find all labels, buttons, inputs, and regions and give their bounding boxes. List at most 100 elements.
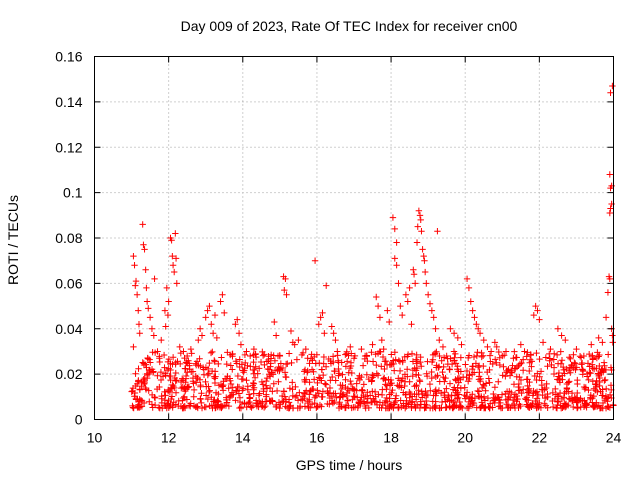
data-point bbox=[211, 357, 218, 364]
data-point bbox=[265, 371, 273, 378]
data-point bbox=[206, 387, 213, 394]
data-point bbox=[189, 378, 197, 385]
data-point bbox=[452, 350, 459, 358]
data-point bbox=[167, 395, 175, 403]
data-point bbox=[504, 396, 512, 403]
data-point bbox=[205, 388, 213, 396]
data-point bbox=[590, 403, 597, 410]
data-point bbox=[301, 389, 309, 397]
data-point bbox=[241, 351, 249, 359]
data-point bbox=[402, 404, 409, 412]
data-point bbox=[146, 398, 153, 405]
data-point bbox=[343, 358, 351, 365]
data-point bbox=[457, 385, 465, 392]
data-point bbox=[247, 352, 254, 360]
data-point bbox=[369, 341, 376, 348]
data-point bbox=[244, 383, 251, 390]
data-point bbox=[553, 404, 561, 412]
data-point bbox=[468, 395, 475, 402]
data-point bbox=[187, 345, 195, 353]
data-point bbox=[289, 404, 297, 412]
data-point bbox=[159, 404, 166, 412]
data-point bbox=[440, 363, 447, 371]
data-point bbox=[246, 398, 253, 406]
data-point bbox=[421, 268, 429, 276]
data-point bbox=[240, 369, 247, 376]
data-point bbox=[605, 273, 613, 280]
data-point bbox=[142, 386, 150, 393]
data-point bbox=[376, 314, 384, 321]
data-point bbox=[430, 314, 437, 321]
data-point bbox=[161, 396, 169, 404]
data-point bbox=[258, 403, 266, 410]
data-point bbox=[438, 398, 446, 406]
data-point bbox=[338, 403, 345, 410]
data-point bbox=[467, 298, 474, 305]
data-point bbox=[526, 367, 533, 375]
data-point bbox=[606, 171, 613, 178]
data-point bbox=[242, 359, 249, 367]
data-point bbox=[351, 393, 358, 400]
data-point bbox=[511, 348, 518, 355]
data-point bbox=[404, 351, 412, 358]
data-point bbox=[223, 396, 230, 404]
data-point bbox=[338, 385, 346, 393]
data-point bbox=[129, 402, 136, 410]
data-point bbox=[579, 366, 586, 373]
data-point bbox=[413, 401, 421, 409]
data-point bbox=[485, 375, 492, 382]
data-point bbox=[563, 365, 570, 373]
data-point bbox=[227, 377, 234, 384]
data-point bbox=[601, 396, 609, 404]
data-point bbox=[432, 398, 439, 405]
data-point bbox=[316, 375, 324, 382]
data-point bbox=[324, 400, 331, 408]
data-point bbox=[443, 385, 450, 392]
data-point bbox=[396, 358, 404, 365]
data-point bbox=[318, 366, 325, 373]
data-point bbox=[358, 345, 365, 353]
data-point bbox=[335, 365, 342, 373]
data-point bbox=[156, 383, 163, 391]
data-point bbox=[534, 401, 541, 408]
data-point bbox=[519, 356, 527, 363]
data-point bbox=[392, 356, 399, 363]
data-point bbox=[607, 205, 614, 212]
data-point bbox=[146, 356, 153, 363]
data-point bbox=[504, 402, 512, 410]
data-point bbox=[347, 377, 354, 385]
y-tick-label: 0.04 bbox=[55, 321, 82, 337]
data-point bbox=[417, 358, 424, 366]
data-point bbox=[229, 366, 236, 373]
data-point bbox=[554, 398, 561, 406]
data-point bbox=[475, 388, 483, 395]
data-point bbox=[221, 309, 228, 317]
data-point bbox=[313, 404, 320, 411]
data-point bbox=[217, 298, 224, 305]
data-point bbox=[432, 386, 440, 394]
data-point bbox=[459, 373, 467, 381]
data-point bbox=[436, 352, 443, 360]
data-point bbox=[160, 351, 168, 359]
data-point bbox=[572, 360, 579, 367]
data-point bbox=[463, 389, 471, 396]
data-point bbox=[527, 402, 534, 409]
data-point bbox=[288, 359, 295, 367]
data-point bbox=[392, 392, 400, 399]
data-point bbox=[423, 391, 430, 399]
data-point bbox=[532, 389, 539, 396]
data-point bbox=[171, 268, 178, 276]
data-point bbox=[556, 389, 564, 397]
data-point bbox=[410, 271, 418, 278]
data-point bbox=[484, 368, 491, 376]
data-point bbox=[563, 384, 571, 392]
data-point bbox=[542, 402, 550, 409]
data-point bbox=[563, 388, 570, 395]
data-point bbox=[157, 376, 165, 384]
data-point bbox=[585, 376, 592, 384]
data-point bbox=[479, 352, 487, 359]
data-point bbox=[385, 376, 392, 383]
data-point bbox=[577, 404, 584, 411]
x-tick-labels: 10 12 14 16 18 20 22 24 bbox=[87, 430, 622, 446]
data-point bbox=[145, 305, 152, 312]
